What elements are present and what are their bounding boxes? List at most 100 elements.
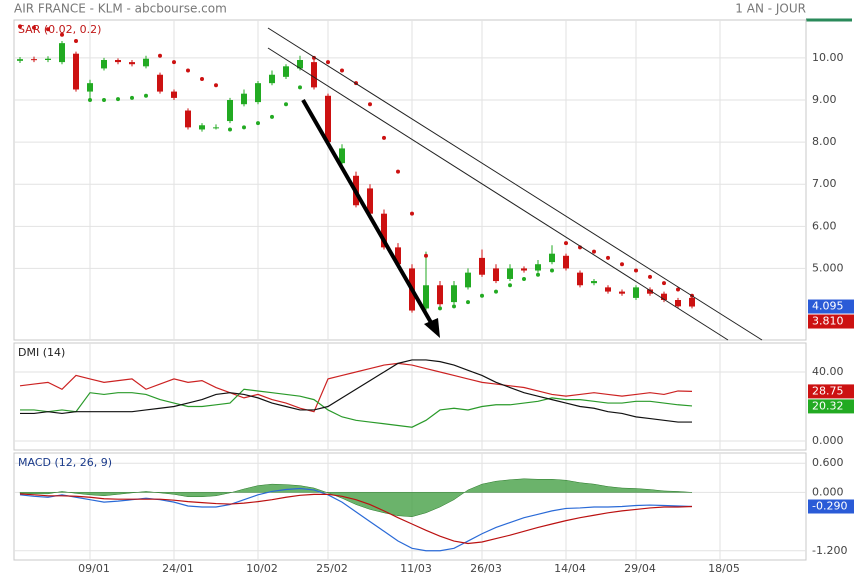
y-tick-label: 5.000 xyxy=(812,261,844,274)
series-line xyxy=(20,359,692,423)
sar-dot xyxy=(32,25,36,30)
x-tick-label: 10/02 xyxy=(246,562,278,575)
sar-dot xyxy=(242,125,246,130)
x-tick-label: 11/03 xyxy=(400,562,432,575)
sar-dot xyxy=(410,211,414,216)
last-value-label: 3.810 xyxy=(812,315,844,328)
x-tick-label: 09/01 xyxy=(78,562,110,575)
macd-histogram xyxy=(19,478,693,517)
grid-layer: 5.000 6.00 7.00 8.00 9.00 10.00 0.000 40.00 -1.2… xyxy=(13,19,847,561)
candle-body xyxy=(143,58,149,67)
sar-dot xyxy=(228,127,232,132)
candle-body xyxy=(395,247,401,265)
sar-dot xyxy=(116,97,120,102)
candle-body xyxy=(591,281,597,284)
candle-body xyxy=(507,268,513,279)
y-tick-label: 0.000 xyxy=(812,434,844,447)
sar-dot xyxy=(606,255,610,260)
candle-body xyxy=(213,127,219,129)
sar-dot xyxy=(648,274,652,279)
candle-body xyxy=(563,255,569,269)
candle-body xyxy=(437,285,443,305)
y-tick-label: -1.200 xyxy=(812,544,847,557)
candle-body xyxy=(157,74,163,92)
candle-body xyxy=(73,53,79,90)
sar-dot xyxy=(200,76,204,81)
sar-dot xyxy=(550,268,554,273)
sar-dot xyxy=(270,114,274,119)
candle-body xyxy=(101,60,107,69)
y-tick-label: 0.600 xyxy=(812,456,844,469)
panel-title: MACD (12, 26, 9) xyxy=(18,456,112,469)
arrow-shaft xyxy=(301,99,435,327)
candle-body xyxy=(17,59,23,61)
candle-body xyxy=(115,60,121,63)
sar-dot xyxy=(368,102,372,107)
y-tick-label: 8.00 xyxy=(812,135,837,148)
sar-dot xyxy=(326,60,330,65)
panel-title: SAR (0.02, 0.2) xyxy=(18,23,101,36)
last-value-label: -0.290 xyxy=(812,500,847,513)
candle-body xyxy=(59,43,65,63)
panel-title: DMI (14) xyxy=(18,346,65,359)
trend-line xyxy=(267,27,763,341)
candle-body xyxy=(255,83,261,103)
candle-body xyxy=(661,293,667,300)
sar-dot xyxy=(564,241,568,246)
last-value-label: 28.75 xyxy=(812,384,844,397)
sar-dot xyxy=(102,98,106,102)
last-value-box xyxy=(808,499,854,514)
x-tick-label: 24/01 xyxy=(162,562,194,575)
sar-dot xyxy=(340,68,344,73)
header-title: AIR FRANCE - KLM - abcbourse.com xyxy=(14,2,227,16)
panel-frame xyxy=(13,342,807,451)
x-tick-label: 26/03 xyxy=(470,562,502,575)
sar-dot xyxy=(424,253,428,258)
candle-body xyxy=(577,272,583,286)
sar-dot xyxy=(620,262,624,267)
sar-dot xyxy=(88,98,92,102)
trend-line xyxy=(267,47,729,341)
candle-body xyxy=(619,291,625,294)
sar-dot xyxy=(662,281,666,286)
y-tick-label: 40.00 xyxy=(812,365,844,378)
sar-dot xyxy=(186,68,190,73)
sar-dot xyxy=(144,93,148,98)
x-tick-label: 18/05 xyxy=(708,562,740,575)
sar-dot xyxy=(466,300,470,305)
candle-body xyxy=(339,148,345,164)
sar-dot xyxy=(382,135,386,140)
sar-dot xyxy=(480,293,484,298)
last-value-box xyxy=(808,299,854,314)
sar-dot xyxy=(74,39,78,44)
sar-dot xyxy=(298,85,302,90)
sar-dot xyxy=(452,304,456,309)
panel-frame xyxy=(13,19,807,341)
y-tick-label: 9.00 xyxy=(812,93,837,106)
last-value-label: 20.32 xyxy=(812,399,844,412)
last-value-label: 4.095 xyxy=(812,300,844,313)
candle-body xyxy=(647,289,653,294)
sar-dot xyxy=(256,121,260,126)
candle-body xyxy=(451,285,457,303)
sar-dot xyxy=(438,306,442,311)
x-tick-label: 25/02 xyxy=(316,562,348,575)
candle-body xyxy=(283,66,289,77)
candle-body xyxy=(171,91,177,98)
sar-dot xyxy=(284,102,288,107)
sar-dot xyxy=(60,32,64,37)
candle-body xyxy=(493,268,499,282)
candle-body xyxy=(227,100,233,122)
candle-body xyxy=(521,268,527,271)
sar-dot xyxy=(494,289,498,294)
candle-body xyxy=(199,125,205,130)
arrow-head xyxy=(424,318,440,338)
sar-dot xyxy=(158,53,162,58)
y-tick-label: 0.000 xyxy=(812,485,844,498)
sar-dot xyxy=(46,27,50,32)
series-line xyxy=(20,388,693,428)
header-period: 1 AN - JOUR xyxy=(735,2,806,16)
candle-body xyxy=(325,95,331,143)
candle-body xyxy=(535,264,541,271)
